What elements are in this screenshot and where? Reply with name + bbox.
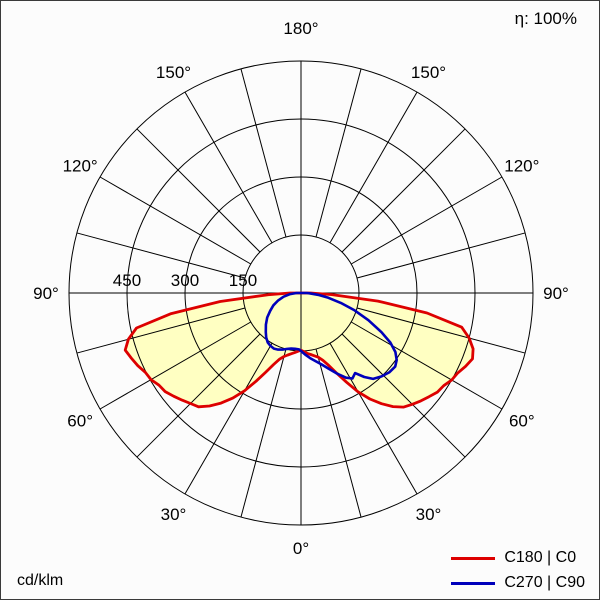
svg-text:450: 450: [113, 271, 141, 290]
svg-text:180°: 180°: [283, 19, 318, 38]
legend-label-c270-c90: C270 | C90: [504, 574, 585, 591]
svg-text:90°: 90°: [33, 284, 59, 303]
svg-text:150°: 150°: [411, 63, 446, 82]
svg-text:150: 150: [229, 271, 257, 290]
legend: C180 | C0 C270 | C90: [451, 547, 585, 594]
svg-text:60°: 60°: [509, 412, 535, 431]
svg-text:60°: 60°: [67, 412, 93, 431]
legend-item-c270-c90: C270 | C90: [451, 572, 585, 594]
svg-text:120°: 120°: [504, 156, 539, 175]
svg-text:300: 300: [171, 271, 199, 290]
units-label: cd/klm: [17, 572, 64, 589]
legend-line-c180-c0: [451, 556, 496, 560]
svg-text:90°: 90°: [543, 284, 569, 303]
svg-text:150°: 150°: [156, 63, 191, 82]
legend-label-c180-c0: C180 | C0: [504, 549, 577, 566]
svg-text:0°: 0°: [293, 539, 309, 558]
efficiency-label: η: 100%: [514, 9, 577, 28]
legend-line-c270-c90: [451, 581, 496, 585]
svg-text:30°: 30°: [161, 505, 187, 524]
svg-text:30°: 30°: [416, 505, 442, 524]
legend-item-c180-c0: C180 | C0: [451, 547, 585, 569]
svg-text:120°: 120°: [63, 156, 98, 175]
